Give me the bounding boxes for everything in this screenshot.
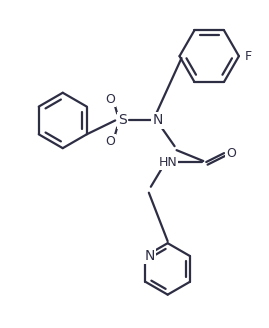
Text: HN: HN <box>158 155 177 169</box>
Text: F: F <box>245 50 252 63</box>
Text: N: N <box>144 249 154 263</box>
Text: S: S <box>118 113 126 128</box>
Text: O: O <box>105 135 115 148</box>
Text: N: N <box>153 113 163 128</box>
Text: O: O <box>105 93 115 106</box>
Text: O: O <box>226 147 236 160</box>
